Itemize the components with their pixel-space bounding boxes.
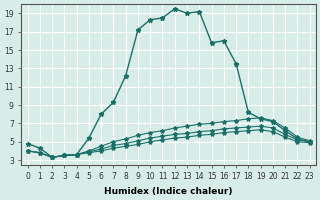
X-axis label: Humidex (Indice chaleur): Humidex (Indice chaleur) xyxy=(104,187,233,196)
